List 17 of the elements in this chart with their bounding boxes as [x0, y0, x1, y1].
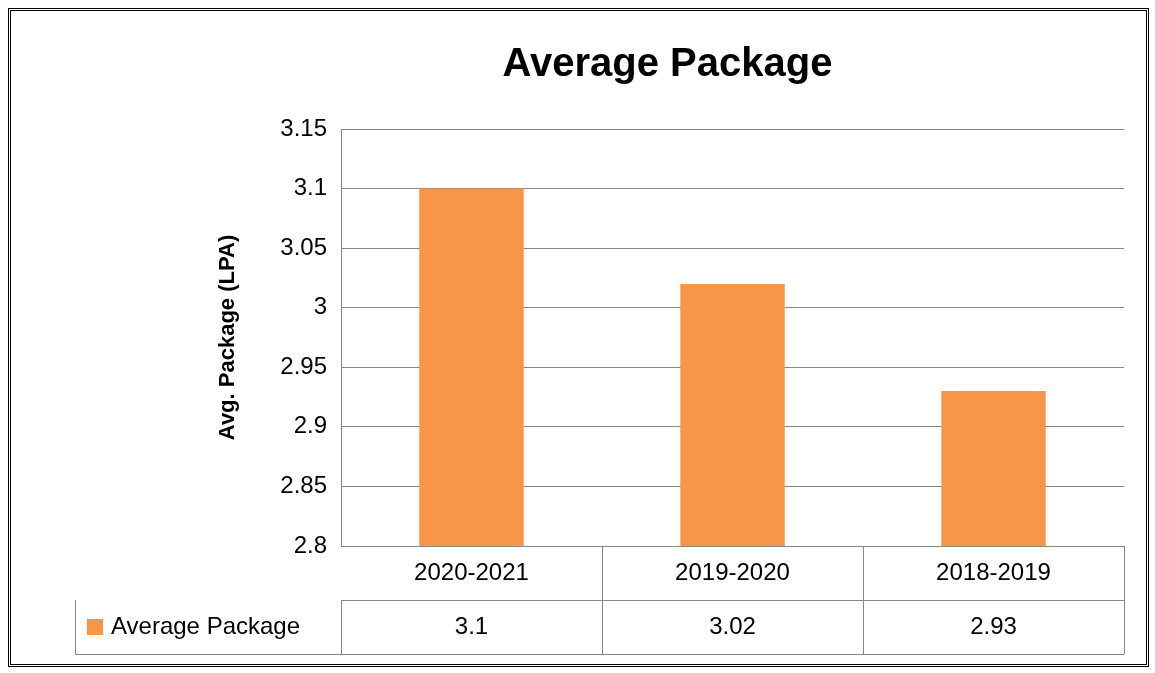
legend-label: Average Package	[111, 611, 301, 639]
y-tick-label: 2.95	[280, 351, 327, 379]
y-tick-label: 2.85	[280, 471, 327, 499]
y-tick-label: 3.05	[280, 232, 327, 260]
data-label: 3.1	[454, 611, 489, 639]
y-tick-label: 2.8	[293, 530, 327, 558]
data-label: 2.93	[970, 611, 1017, 639]
y-axis-title: Avg. Package (LPA)	[214, 234, 240, 441]
y-tick-label: 3.1	[293, 173, 327, 201]
x-tick-label: 2018-2019	[936, 557, 1051, 585]
chart-title: Average Package	[502, 40, 833, 85]
y-tick-label: 2.9	[293, 411, 327, 439]
x-tick-label: 2019-2020	[675, 557, 790, 585]
y-tick-label: 3.15	[280, 113, 327, 141]
data-label: 3.02	[709, 611, 756, 639]
x-tick-label: 2020-2021	[414, 557, 529, 585]
y-tick-label: 3	[313, 292, 327, 320]
